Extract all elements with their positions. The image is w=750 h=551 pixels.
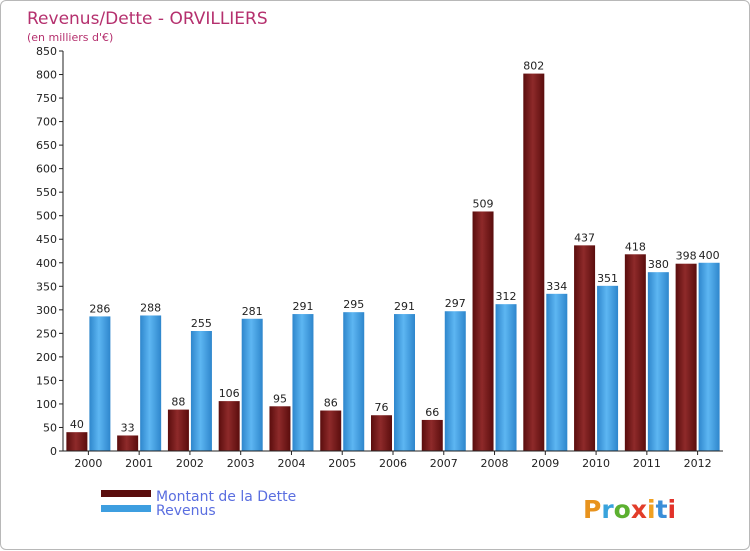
bar-dette-2006 — [371, 415, 392, 451]
data-label-dette-2000: 40 — [70, 418, 84, 431]
bar-dette-2004 — [269, 406, 291, 451]
bar-revenus-2004 — [292, 314, 314, 451]
bar-dette-2012 — [675, 263, 697, 451]
legend-label-revenus: Revenus — [156, 503, 216, 519]
y-tick-label: 350 — [36, 280, 57, 293]
data-label-revenus-2001: 288 — [140, 301, 161, 314]
data-label-revenus-2004: 291 — [292, 300, 313, 313]
y-tick-label: 450 — [36, 233, 57, 246]
chart-title: Revenus/Dette - ORVILLIERS — [27, 9, 268, 29]
data-label-revenus-2006: 291 — [394, 300, 415, 313]
bar-dette-2009 — [523, 73, 545, 452]
x-tick-label: 2003 — [227, 457, 255, 470]
x-tick-label: 2004 — [277, 457, 305, 470]
bar-revenus-2006 — [394, 314, 415, 451]
data-label-revenus-2012: 400 — [699, 249, 720, 262]
x-tick-label: 2012 — [684, 457, 712, 470]
x-tick-label: 2011 — [633, 457, 661, 470]
data-label-dette-2004: 95 — [273, 392, 287, 405]
bar-revenus-2009 — [546, 293, 568, 451]
y-tick-label: 300 — [36, 304, 57, 317]
data-label-dette-2012: 398 — [676, 250, 697, 263]
bar-revenus-2011 — [647, 272, 669, 451]
y-tick-label: 750 — [36, 92, 57, 105]
y-tick-label: 800 — [36, 69, 57, 82]
bar-dette-2011 — [624, 254, 646, 451]
chart-subtitle: (en milliers d'€) — [27, 31, 113, 44]
bar-revenus-2007 — [444, 311, 466, 451]
y-tick-label: 400 — [36, 257, 57, 270]
x-tick-label: 2010 — [582, 457, 610, 470]
data-label-dette-2009: 802 — [523, 60, 544, 73]
proxiti-logo: Proxiti — [583, 495, 676, 524]
x-tick-label: 2000 — [74, 457, 102, 470]
x-axis: 2000 2001 2002 2003 2004 2005 2006 2007 2008 2009… — [63, 450, 723, 470]
data-label-revenus-2009: 334 — [546, 280, 567, 293]
bar-dette-2001 — [117, 435, 139, 451]
data-label-revenus-2008: 312 — [496, 290, 517, 303]
y-tick-label: 700 — [36, 116, 57, 129]
y-tick-label: 500 — [36, 210, 57, 223]
data-label-revenus-2011: 380 — [648, 258, 669, 271]
bar-revenus-2012 — [698, 262, 720, 451]
y-tick-label: 250 — [36, 327, 57, 340]
y-tick-label: 850 — [36, 45, 57, 58]
data-label-revenus-2003: 281 — [242, 305, 263, 318]
x-tick-label: 2008 — [481, 457, 509, 470]
data-label-dette-2008: 509 — [473, 197, 494, 210]
data-label-dette-2001: 33 — [121, 421, 135, 434]
y-axis: 0 50 100 150 200 250 300 350 400 450 500 550 600 650 7… — [36, 45, 64, 458]
bars-group: 40 286 33 288 88 255 106 281 95 291 86 295 76 291 66 29… — [66, 60, 720, 452]
x-tick-label: 2002 — [176, 457, 204, 470]
bar-revenus-2000 — [89, 316, 111, 451]
y-tick-label: 600 — [36, 163, 57, 176]
bar-revenus-2001 — [140, 315, 162, 451]
x-tick-label: 2001 — [125, 457, 153, 470]
y-tick-label: 550 — [36, 186, 57, 199]
bar-dette-2008 — [472, 211, 494, 451]
data-label-dette-2006: 76 — [375, 401, 389, 414]
bar-revenus-2005 — [343, 312, 365, 451]
legend-swatch-revenus — [101, 505, 151, 512]
y-tick-label: 0 — [50, 445, 57, 458]
y-tick-label: 650 — [36, 139, 57, 152]
bar-revenus-2010 — [597, 285, 619, 451]
bar-dette-2000 — [66, 432, 88, 451]
bar-dette-2005 — [320, 410, 342, 451]
data-label-revenus-2002: 255 — [191, 317, 212, 330]
legend: Montant de la Dette Revenus — [101, 489, 296, 519]
data-label-dette-2005: 86 — [324, 397, 338, 410]
y-tick-label: 150 — [36, 374, 57, 387]
x-tick-label: 2007 — [430, 457, 458, 470]
bar-revenus-2003 — [241, 318, 263, 451]
bar-dette-2003 — [218, 401, 240, 451]
data-label-dette-2010: 437 — [574, 231, 595, 244]
data-label-revenus-2007: 297 — [445, 297, 466, 310]
bar-revenus-2008 — [495, 304, 517, 451]
proxiti-logo-text: Proxiti — [583, 495, 676, 524]
legend-swatch-dette — [101, 490, 151, 497]
legend-label-dette: Montant de la Dette — [156, 489, 296, 505]
data-label-revenus-2005: 295 — [343, 298, 364, 311]
y-tick-label: 200 — [36, 351, 57, 364]
bar-dette-2010 — [574, 245, 596, 451]
data-label-dette-2003: 106 — [219, 387, 240, 400]
bar-dette-2007 — [421, 419, 443, 451]
data-label-revenus-2010: 351 — [597, 272, 618, 285]
data-label-dette-2002: 88 — [171, 396, 185, 409]
data-label-revenus-2000: 286 — [89, 302, 110, 315]
x-tick-label: 2006 — [379, 457, 407, 470]
y-tick-label: 100 — [36, 398, 57, 411]
y-tick-label: 50 — [43, 421, 57, 434]
bar-dette-2002 — [167, 409, 189, 451]
x-tick-label: 2005 — [328, 457, 356, 470]
bar-revenus-2002 — [190, 331, 212, 451]
x-tick-label: 2009 — [531, 457, 559, 470]
data-label-dette-2007: 66 — [425, 406, 439, 419]
data-label-dette-2011: 418 — [625, 240, 646, 253]
